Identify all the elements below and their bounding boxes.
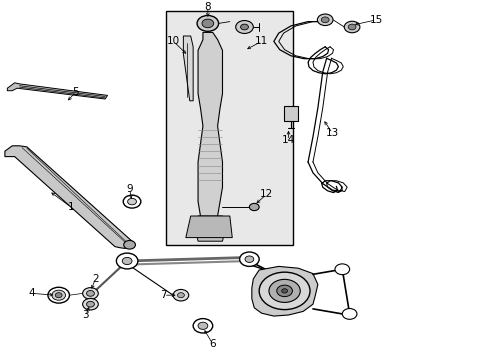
Circle shape — [173, 289, 188, 301]
Text: 15: 15 — [369, 15, 383, 25]
Bar — [166, 11, 293, 245]
Circle shape — [116, 253, 138, 269]
Text: 6: 6 — [209, 339, 216, 349]
Circle shape — [281, 289, 287, 293]
Polygon shape — [185, 216, 232, 238]
Circle shape — [52, 290, 65, 300]
Polygon shape — [183, 36, 193, 101]
Circle shape — [240, 24, 248, 30]
Circle shape — [276, 285, 292, 297]
Text: 13: 13 — [325, 128, 339, 138]
Circle shape — [344, 21, 359, 33]
Circle shape — [317, 14, 332, 26]
Text: 7: 7 — [160, 290, 167, 300]
Circle shape — [235, 21, 253, 33]
Circle shape — [122, 257, 132, 265]
Polygon shape — [251, 266, 317, 316]
Text: 11: 11 — [254, 36, 268, 46]
Circle shape — [123, 240, 135, 249]
Text: 9: 9 — [126, 184, 133, 194]
Circle shape — [82, 288, 98, 299]
Circle shape — [123, 195, 141, 208]
Text: 4: 4 — [28, 288, 35, 298]
Polygon shape — [198, 32, 222, 238]
Circle shape — [197, 15, 218, 31]
Text: 1: 1 — [67, 202, 74, 212]
Circle shape — [259, 272, 309, 310]
Circle shape — [268, 279, 300, 302]
Text: 10: 10 — [167, 36, 180, 46]
Circle shape — [239, 252, 259, 266]
Circle shape — [198, 322, 207, 329]
Circle shape — [86, 291, 94, 296]
Circle shape — [321, 17, 328, 23]
Bar — [283, 106, 298, 121]
Circle shape — [249, 203, 259, 211]
Text: 5: 5 — [72, 87, 79, 97]
Polygon shape — [195, 216, 224, 241]
Circle shape — [193, 319, 212, 333]
Circle shape — [86, 301, 94, 307]
Text: 3: 3 — [82, 310, 89, 320]
Circle shape — [244, 256, 253, 262]
Text: 8: 8 — [204, 2, 211, 12]
Circle shape — [127, 198, 136, 205]
Circle shape — [177, 293, 184, 298]
Text: 12: 12 — [259, 189, 273, 199]
Polygon shape — [5, 146, 132, 248]
Circle shape — [342, 309, 356, 319]
Circle shape — [48, 287, 69, 303]
Circle shape — [55, 293, 62, 298]
Text: 2: 2 — [92, 274, 99, 284]
Polygon shape — [7, 83, 107, 99]
Circle shape — [202, 19, 213, 28]
Circle shape — [334, 264, 349, 275]
Text: 14: 14 — [281, 135, 295, 145]
Circle shape — [347, 24, 355, 30]
Circle shape — [82, 298, 98, 310]
